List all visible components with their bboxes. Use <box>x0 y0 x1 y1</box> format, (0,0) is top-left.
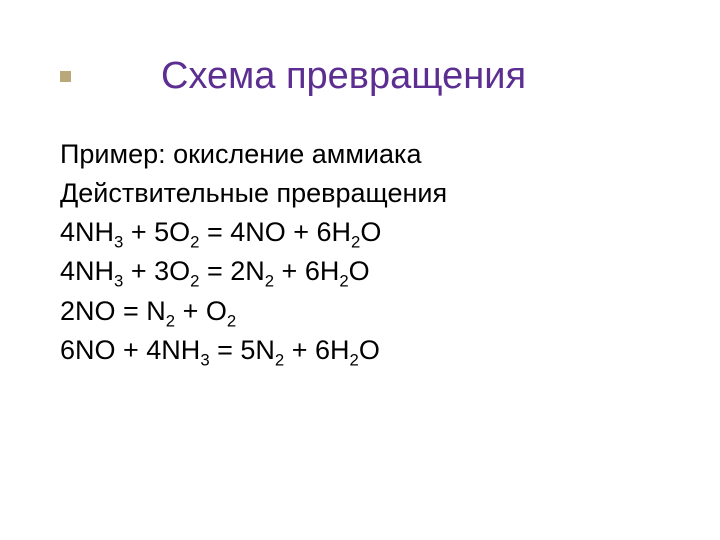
text-line: Действительные превращения <box>60 174 447 213</box>
slide-body: Пример: окисление аммиакаДействительные … <box>60 135 447 370</box>
equation-line: 2NO = N2 + O2 <box>60 292 447 331</box>
text-line: Пример: окисление аммиака <box>60 135 447 174</box>
slide-title: Схема превращения <box>161 55 526 98</box>
equation-line: 6NO + 4NH3 = 5N2 + 6H2O <box>60 331 447 370</box>
title-bullet-icon <box>60 71 71 82</box>
title-row: Схема превращения <box>60 55 526 98</box>
equation-line: 4NH3 + 3O2 = 2N2 + 6H2O <box>60 252 447 291</box>
equation-line: 4NH3 + 5O2 = 4NO + 6H2O <box>60 213 447 252</box>
slide: Схема превращения Пример: окисление амми… <box>0 0 720 540</box>
